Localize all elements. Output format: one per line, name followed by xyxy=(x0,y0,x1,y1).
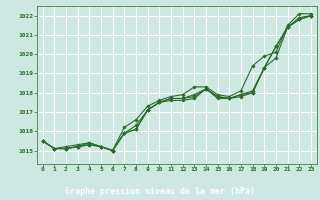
Text: Graphe pression niveau de la mer (hPa): Graphe pression niveau de la mer (hPa) xyxy=(65,186,255,196)
